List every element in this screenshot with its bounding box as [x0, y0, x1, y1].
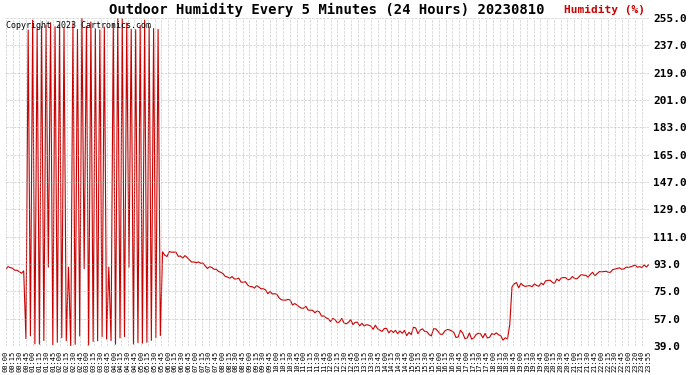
Text: Copyright 2023 Cartronics.com: Copyright 2023 Cartronics.com [6, 21, 151, 30]
Title: Outdoor Humidity Every 5 Minutes (24 Hours) 20230810: Outdoor Humidity Every 5 Minutes (24 Hou… [110, 3, 545, 17]
Text: Humidity (%): Humidity (%) [564, 5, 645, 15]
